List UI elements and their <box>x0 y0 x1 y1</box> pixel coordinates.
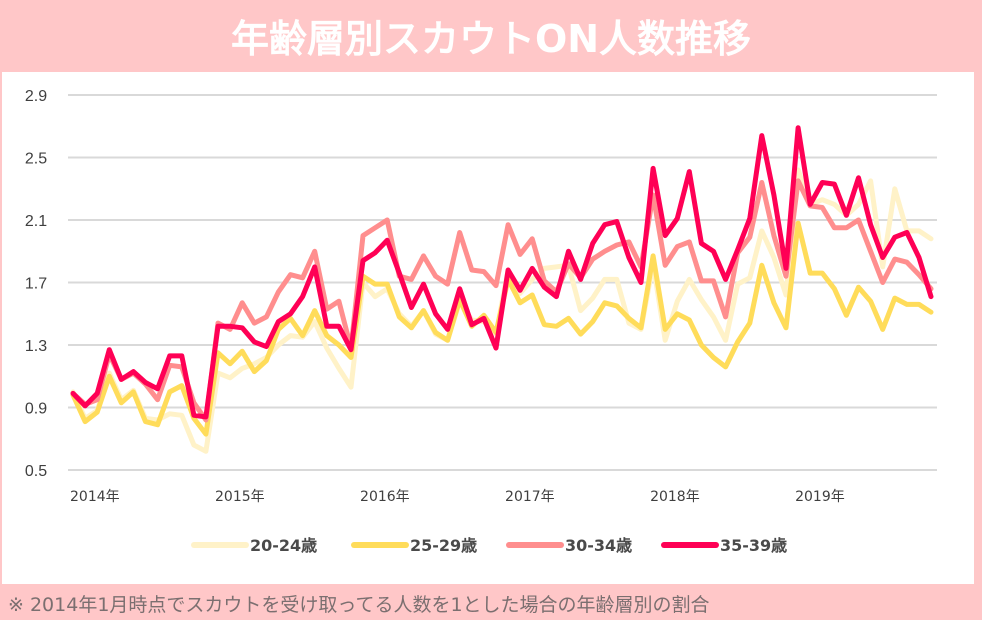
y-tick-label: 2.9 <box>25 88 47 105</box>
x-axis-ticks: 2014年 2015年 2016年 2017年 2018年 2019年 <box>70 489 845 505</box>
y-tick-label: 1.7 <box>25 276 47 293</box>
legend-label: 35-39歳 <box>720 536 787 555</box>
legend-item: 20-24歳 <box>191 536 317 555</box>
line-chart: 0.50.91.31.72.12.52.9 2014年 2015年 2016年 201… <box>25 88 937 555</box>
y-tick-label: 1.3 <box>25 338 47 355</box>
x-tick-label: 2019年 <box>795 489 845 505</box>
legend-item: 35-39歳 <box>661 536 787 555</box>
y-axis-ticks: 0.5 0.9 1.3 1.7 2.1 2.5 2.9 <box>25 88 47 480</box>
series-line-35-39歳 <box>70 125 934 420</box>
series-lines <box>70 125 934 454</box>
footnote: ※ 2014年1月時点でスカウトを受け取ってる人数を1とした場合の年齢層別の割合 <box>8 593 710 616</box>
legend-item: 25-29歳 <box>351 536 477 555</box>
x-tick-label: 2014年 <box>70 489 120 505</box>
y-tick-label: 0.5 <box>25 463 47 480</box>
x-tick-label: 2018年 <box>650 489 700 505</box>
x-tick-label: 2015年 <box>215 489 265 505</box>
legend-label: 20-24歳 <box>250 536 317 555</box>
x-tick-label: 2016年 <box>360 489 410 505</box>
y-tick-label: 2.1 <box>25 213 47 230</box>
legend-label: 30-34歳 <box>565 536 632 555</box>
x-tick-label: 2017年 <box>505 489 555 505</box>
chart-title: 年齢層別スカウトON人数推移 <box>230 16 752 61</box>
y-tick-label: 0.9 <box>25 401 47 418</box>
legend-item: 30-34歳 <box>506 536 632 555</box>
legend: 20-24歳 25-29歳 30-34歳 35-39歳 <box>191 536 787 555</box>
chart-panel: 0.5 0.9 1.3 1.7 2.1 2.5 2.9 2014年 2015年 2016年 201… <box>2 72 974 584</box>
y-tick-label: 2.5 <box>25 151 47 168</box>
legend-label: 25-29歳 <box>410 536 477 555</box>
